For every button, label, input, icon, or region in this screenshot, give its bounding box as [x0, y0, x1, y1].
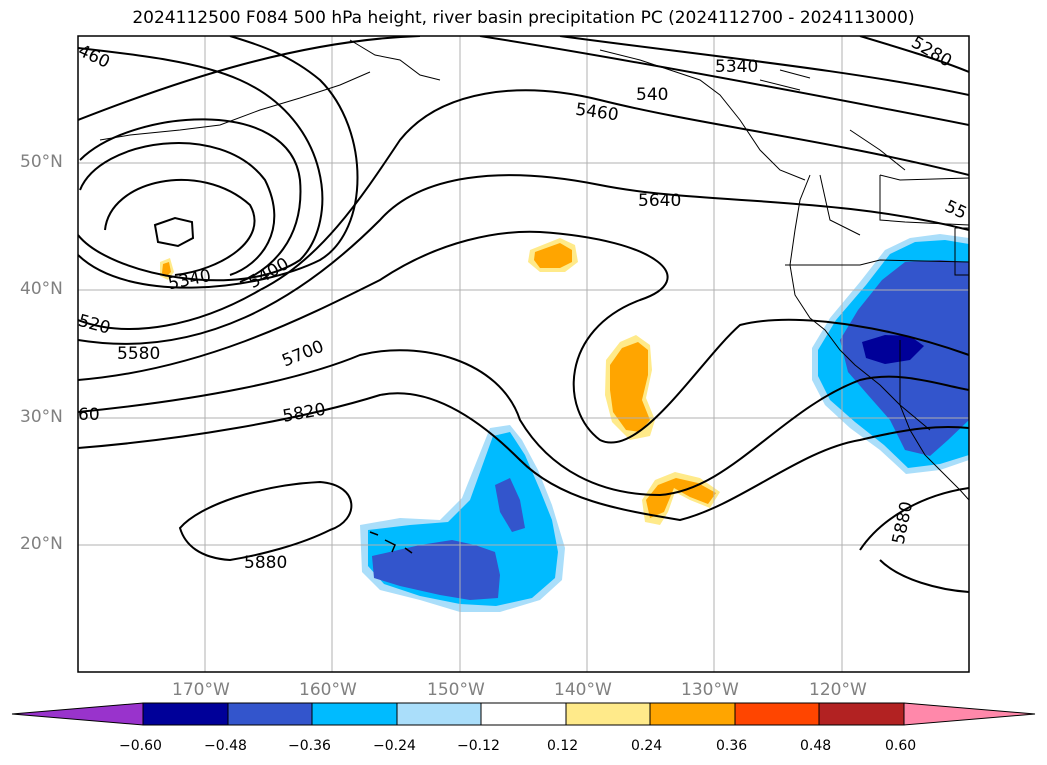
contour-label: 5340	[715, 57, 758, 77]
lat-label-30n: 30°N	[20, 407, 63, 427]
colorbar-segment	[396, 702, 482, 726]
colorbar-segment	[565, 702, 651, 726]
lon-label-140w: 140°W	[554, 680, 612, 700]
lat-label-40n: 40°N	[20, 279, 63, 299]
lon-label-150w: 150°W	[427, 680, 485, 700]
colorbar	[11, 702, 1036, 726]
precip-shading-westcoast	[812, 234, 969, 474]
contour-label: 5580	[117, 344, 160, 364]
lat-label-20n: 20°N	[20, 534, 63, 554]
lon-label-160w: 160°W	[299, 680, 357, 700]
contour-label: 60	[78, 405, 100, 425]
lon-label-120w: 120°W	[809, 680, 867, 700]
colorbar-segment	[227, 702, 313, 726]
map-title: 2024112500 F084 500 hPa height, river ba…	[132, 8, 915, 28]
lon-label-170w: 170°W	[172, 680, 230, 700]
colorbar-tick-label: −0.24	[373, 738, 416, 754]
colorbar-tick-label: 0.60	[885, 738, 917, 754]
colorbar-tick-label: −0.36	[288, 738, 331, 754]
colorbar-tick-label: 0.48	[800, 738, 832, 754]
contour-label: 5640	[638, 191, 681, 211]
height-contours	[78, 36, 969, 593]
colorbar-segment	[734, 702, 820, 726]
lon-label-130w: 130°W	[681, 680, 739, 700]
precip-shading-positive	[160, 238, 720, 525]
contour-label: 5880	[244, 553, 287, 573]
colorbar-extend-high	[903, 702, 1036, 726]
colorbar-segment	[818, 702, 905, 726]
contour-label: 540	[636, 85, 668, 105]
colorbar-segment	[142, 702, 229, 726]
colorbar-segment	[649, 702, 736, 726]
colorbar-tick-label: 0.12	[547, 738, 579, 754]
colorbar-extend-low	[11, 702, 144, 726]
colorbar-tick-label: −0.60	[119, 738, 162, 754]
lat-label-50n: 50°N	[20, 152, 63, 172]
colorbar-tick-label: −0.48	[204, 738, 247, 754]
hawaii-islands	[369, 531, 413, 554]
colorbar-tick-label: −0.12	[457, 738, 500, 754]
colorbar-tick-label: 0.24	[631, 738, 663, 754]
map-frame	[77, 35, 970, 673]
colorbar-tick-label: 0.36	[716, 738, 748, 754]
colorbar-segment	[311, 702, 398, 726]
colorbar-segment	[480, 702, 567, 726]
precip-shading-hawaii	[360, 425, 565, 612]
